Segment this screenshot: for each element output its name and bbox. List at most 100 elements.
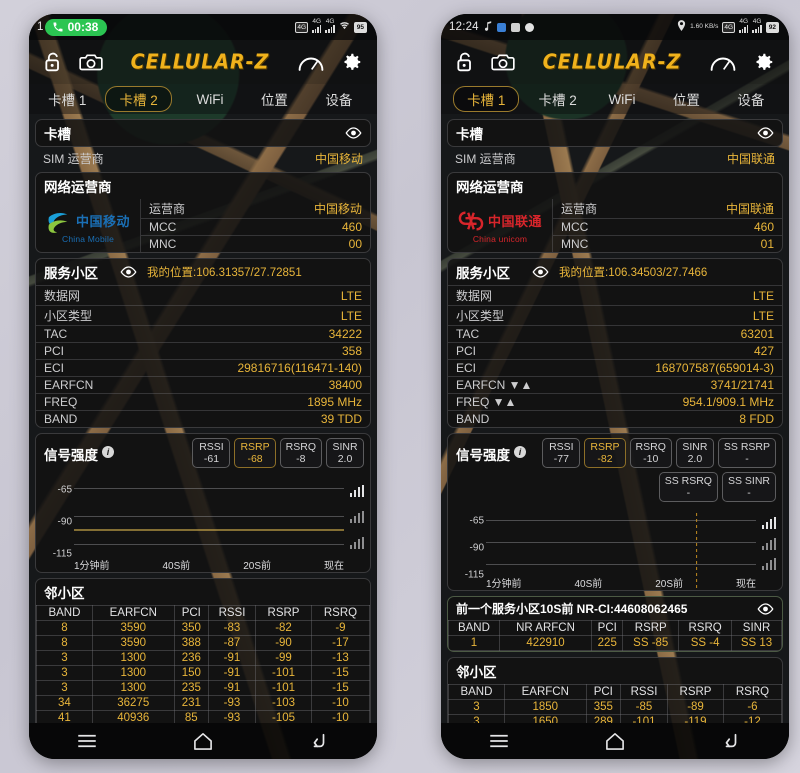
eci-value: 29816716(116471-140) <box>237 361 362 375</box>
metric-sinr[interactable]: SINR 2.0 <box>326 438 364 468</box>
phone-icon <box>53 22 63 31</box>
info-icon[interactable]: i <box>102 446 114 458</box>
tab-device[interactable]: 设备 <box>325 93 353 108</box>
cell: -93 <box>207 710 257 723</box>
sim-operator-row: SIM 运营商 中国联通 <box>447 149 783 168</box>
metric-value: -10 <box>643 453 659 465</box>
neighbor-cells-header: 邻小区 <box>448 658 782 684</box>
tab-location[interactable]: 位置 <box>672 93 700 108</box>
neighbor-cells-title: 邻小区 <box>44 586 85 601</box>
tab-sim2[interactable]: 卡槽 2 <box>105 86 172 112</box>
cell: 36275 <box>91 695 175 711</box>
operator-logo-china-unicom: 中国联通 China unicom <box>448 199 552 252</box>
metric-ss-rsrq[interactable]: SS RSRQ - <box>658 472 718 502</box>
tab-bar-left[interactable]: 卡槽 1 卡槽 2 WiFi 位置 设备 <box>29 84 377 114</box>
cell: 225 <box>591 635 624 651</box>
back-icon[interactable] <box>722 732 740 750</box>
pci-label: PCI <box>44 344 65 358</box>
home-icon[interactable] <box>605 732 625 750</box>
tab-device[interactable]: 设备 <box>737 93 765 108</box>
signal-strength-title: 信号强度 <box>44 448 98 463</box>
app-title: CELLULAR-Z <box>130 50 270 74</box>
status-clock: 12:24 <box>449 21 479 33</box>
table-row: 3 1300 235 -91 -101 -15 <box>36 680 370 696</box>
tab-sim2[interactable]: 卡槽 2 <box>538 93 577 108</box>
content-right[interactable]: 卡槽 SIM 运营商 中国联通 网络运营商 <box>441 114 789 723</box>
datanet-value: LTE <box>340 288 362 303</box>
table-row: 8 3590 350 -83 -82 -9 <box>36 620 370 636</box>
freq-label: FREQ <box>44 395 78 409</box>
mcc-value: 460 <box>341 220 362 234</box>
operator-logo-text: 中国移动 <box>75 214 130 229</box>
music-icon <box>484 20 492 34</box>
metric-label: RSRQ <box>285 441 316 453</box>
y-tick-label: -115 <box>52 548 72 560</box>
metric-ss-sinr[interactable]: SS SINR - <box>721 472 776 502</box>
data-rate-indicator: 1.60 KB/s <box>690 22 719 30</box>
speedometer-icon[interactable] <box>297 52 325 72</box>
lock-icon[interactable] <box>455 51 475 73</box>
tab-wifi[interactable]: WiFi <box>196 91 224 107</box>
eye-icon[interactable] <box>757 602 774 615</box>
tab-wifi[interactable]: WiFi <box>608 91 636 107</box>
col-band: BAND <box>448 620 500 636</box>
col-nr-arfcn: NR ARFCN <box>498 620 593 636</box>
metric-rssi[interactable]: RSSI -61 <box>192 438 231 468</box>
serving-row: PCI 427 <box>448 342 782 359</box>
info-icon[interactable]: i <box>514 446 526 458</box>
camera-icon[interactable] <box>491 52 515 72</box>
operator-logo-subtext: China unicom <box>472 233 528 244</box>
speedometer-icon[interactable] <box>709 52 737 72</box>
cell: 3590 <box>91 620 175 636</box>
gear-icon[interactable] <box>341 51 363 73</box>
metric-ss-rsrp[interactable]: SS RSRP - <box>717 438 776 468</box>
system-nav-bar-right[interactable] <box>441 723 789 759</box>
tab-sim1[interactable]: 卡槽 1 <box>48 93 87 108</box>
metric-rsrq[interactable]: RSRQ -10 <box>629 438 672 468</box>
metric-rsrp[interactable]: RSRP -82 <box>584 438 626 468</box>
signal-strength-card: 信号强度 i RSSI -61 RSRP -68 RSRQ <box>35 433 371 573</box>
cell: 422910 <box>498 635 593 651</box>
tab-bar-right[interactable]: 卡槽 1 卡槽 2 WiFi 位置 设备 <box>441 84 789 114</box>
serving-row: ECI 29816716(116471-140) <box>36 359 370 376</box>
operator-fields: 运营商 中国联通 MCC 460 MNC 01 <box>552 199 782 252</box>
eye-icon[interactable] <box>757 127 774 139</box>
mnc-value: 01 <box>760 237 774 251</box>
signal-icon-sim1: 4G <box>312 18 322 36</box>
gear-icon[interactable] <box>753 51 775 73</box>
menu-icon[interactable] <box>77 734 96 748</box>
serving-row: BAND 8 FDD <box>448 410 782 427</box>
tab-location[interactable]: 位置 <box>260 93 288 108</box>
sim-operator-value: 中国移动 <box>314 152 363 166</box>
cell: 3 <box>36 680 93 696</box>
menu-icon[interactable] <box>489 734 508 748</box>
x-tick-label: 1分钟前 <box>74 561 110 572</box>
home-icon[interactable] <box>193 732 213 750</box>
cell: -87 <box>207 635 257 651</box>
cell: 8 <box>36 635 93 651</box>
x-tick-label: 现在 <box>323 561 344 572</box>
metric-rsrq[interactable]: RSRQ -8 <box>279 438 322 468</box>
eye-icon[interactable] <box>532 266 549 278</box>
status-bar-left: 1 00:38 4G 4G 4G 95 <box>29 14 377 40</box>
lock-icon[interactable] <box>43 51 63 73</box>
back-icon[interactable] <box>310 732 328 750</box>
cell: -85 <box>619 699 669 715</box>
metric-rsrp[interactable]: RSRP -68 <box>234 438 276 468</box>
tab-sim1[interactable]: 卡槽 1 <box>453 86 520 112</box>
col-rssi: RSSI <box>619 684 669 700</box>
metric-rssi[interactable]: RSSI -77 <box>542 438 581 468</box>
col-pci: PCI <box>585 684 621 700</box>
system-nav-bar-left[interactable] <box>29 723 377 759</box>
eye-icon[interactable] <box>120 266 137 278</box>
col-rsrp: RSRP <box>622 620 680 636</box>
camera-icon[interactable] <box>79 52 103 72</box>
chart-plot-area <box>486 510 756 570</box>
cell: 388 <box>173 635 209 651</box>
metric-sinr[interactable]: SINR 2.0 <box>675 438 714 468</box>
content-left[interactable]: 卡槽 SIM 运营商 中国移动 网络运营商 <box>29 114 377 723</box>
metric-label: RSRQ <box>635 441 666 453</box>
network-operator-card: 网络运营商 中国联通 China unicom 运营商 中国联通 <box>447 172 783 253</box>
eye-icon[interactable] <box>345 127 362 139</box>
